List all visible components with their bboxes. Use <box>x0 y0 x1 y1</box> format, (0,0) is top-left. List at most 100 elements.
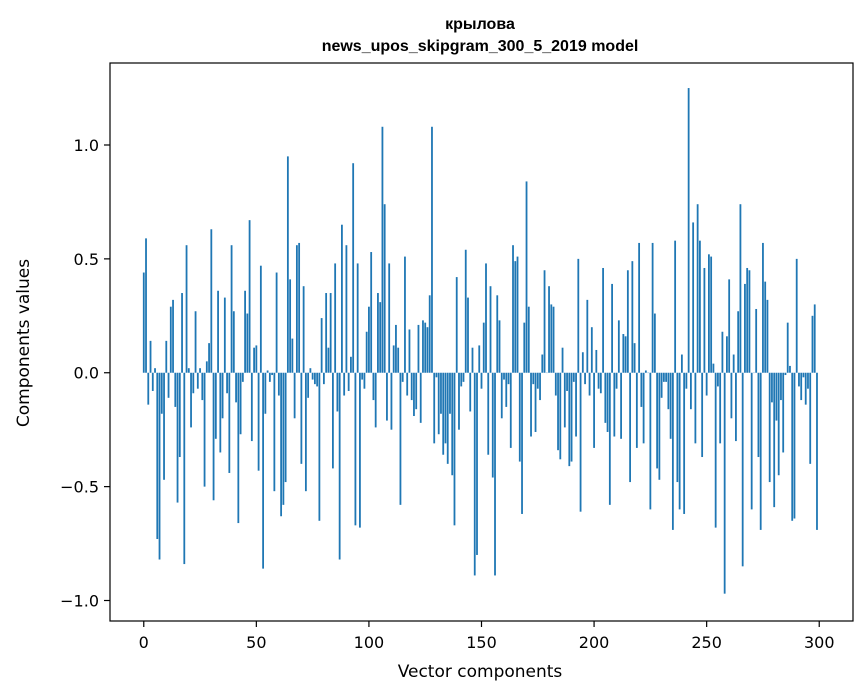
bar <box>183 372 186 565</box>
bar <box>280 372 283 517</box>
bar <box>816 372 818 530</box>
bar <box>372 372 375 401</box>
bar <box>789 365 791 373</box>
x-tick-label: 0 <box>139 633 149 652</box>
bar <box>620 372 622 439</box>
bar <box>368 306 370 373</box>
chart-title: крылова <box>445 16 515 33</box>
bar <box>678 372 681 510</box>
bar <box>181 293 183 373</box>
bar <box>487 372 490 455</box>
bar <box>741 372 744 567</box>
bar <box>359 372 361 528</box>
bar <box>680 354 683 373</box>
bar <box>674 240 677 373</box>
bar <box>557 372 559 451</box>
bar <box>539 372 541 401</box>
bar <box>451 372 454 476</box>
bar <box>597 372 600 389</box>
bar <box>156 372 159 540</box>
bar <box>379 302 382 373</box>
bar <box>518 372 521 462</box>
y-axis-label: Components values <box>14 259 34 427</box>
bar <box>341 224 343 373</box>
bar <box>489 286 492 373</box>
bar <box>469 372 472 412</box>
bar <box>615 372 618 389</box>
bar <box>462 372 465 382</box>
bar <box>480 372 483 389</box>
bar <box>476 372 478 555</box>
bar <box>586 299 589 373</box>
bar <box>527 306 530 373</box>
bar <box>500 372 503 419</box>
bar <box>399 372 402 505</box>
bar <box>642 372 645 444</box>
bar <box>327 347 330 373</box>
bar <box>336 372 339 412</box>
bar <box>244 290 246 373</box>
y-tick-label: 0.5 <box>74 250 99 269</box>
bar <box>413 372 415 417</box>
x-tick-label: 100 <box>354 633 385 652</box>
bar <box>201 372 204 401</box>
bar <box>406 372 409 396</box>
bar <box>683 372 686 514</box>
bar <box>705 372 708 396</box>
bar <box>651 242 654 373</box>
bar <box>160 372 163 414</box>
bar <box>656 372 659 469</box>
bar <box>570 372 573 462</box>
bar <box>205 361 208 373</box>
bar <box>309 368 312 373</box>
bar <box>370 252 373 373</box>
bar <box>595 349 598 373</box>
bar <box>744 283 746 373</box>
bar <box>800 372 803 401</box>
bar <box>145 238 147 373</box>
bar <box>268 372 271 382</box>
bar <box>390 372 393 430</box>
bar <box>347 372 350 391</box>
bar <box>286 156 289 373</box>
y-tick-label: 0.0 <box>74 364 99 383</box>
bar <box>811 315 814 373</box>
bar <box>455 277 458 373</box>
bar <box>352 163 355 373</box>
bar <box>516 256 519 373</box>
bar <box>638 242 641 373</box>
bar <box>237 372 240 524</box>
bar <box>662 372 665 382</box>
bar <box>277 372 280 396</box>
bar <box>804 372 807 405</box>
bar <box>241 372 244 382</box>
bar <box>322 372 325 385</box>
bar <box>550 304 553 373</box>
x-tick-label: 200 <box>579 633 610 652</box>
x-axis-label: Vector components <box>398 662 563 682</box>
bar <box>710 256 713 373</box>
bar <box>491 372 494 478</box>
bar <box>356 263 359 373</box>
bar <box>802 372 805 378</box>
bar <box>608 372 611 505</box>
bar <box>442 372 445 455</box>
bar <box>172 299 174 373</box>
bar <box>264 372 267 414</box>
bar <box>721 331 724 373</box>
bar <box>809 372 812 464</box>
bar <box>708 254 710 373</box>
bar <box>239 372 242 435</box>
bar <box>295 245 298 373</box>
bar <box>471 347 474 373</box>
bar <box>771 372 773 403</box>
bar <box>624 336 627 373</box>
bar <box>755 308 758 373</box>
bar <box>737 311 740 373</box>
bar <box>300 372 303 464</box>
bar <box>807 372 809 389</box>
bar <box>795 258 798 373</box>
bar <box>512 245 514 373</box>
bar <box>332 372 334 469</box>
bar <box>631 261 634 373</box>
